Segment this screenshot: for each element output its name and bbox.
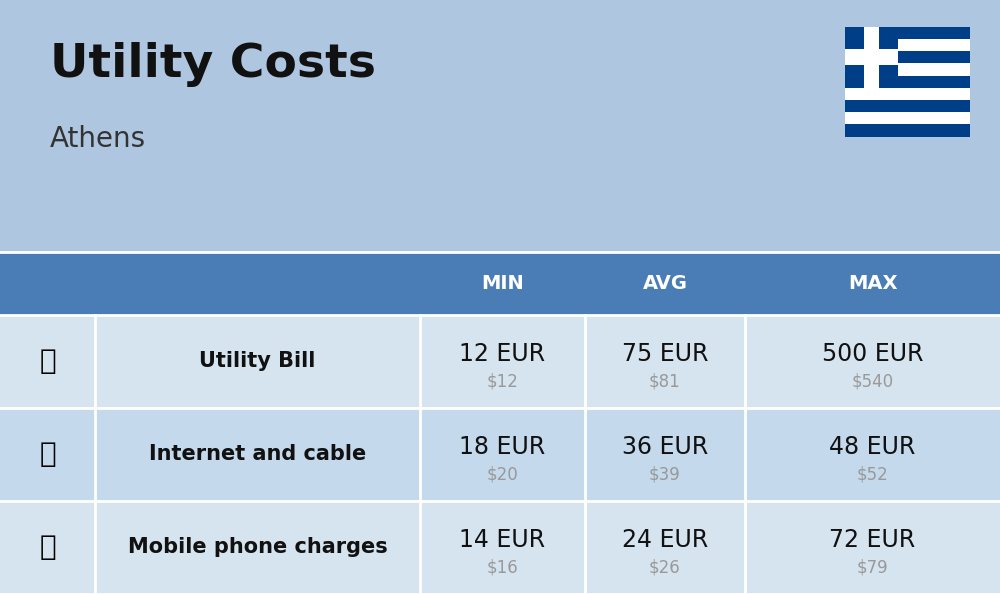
Bar	[0, 252, 1000, 315]
Text: $81: $81	[649, 373, 681, 391]
Text: $16: $16	[487, 559, 518, 577]
Text: 24 EUR: 24 EUR	[622, 528, 708, 552]
Text: $26: $26	[649, 559, 681, 577]
Text: $20: $20	[487, 466, 518, 484]
Text: $39: $39	[649, 466, 681, 484]
Bar	[845, 100, 970, 112]
Bar	[0, 501, 1000, 594]
Bar	[845, 51, 970, 64]
Text: 📱: 📱	[39, 533, 56, 561]
Text: Athens: Athens	[50, 125, 146, 153]
Text: 36 EUR: 36 EUR	[622, 435, 708, 459]
Text: 12 EUR: 12 EUR	[459, 342, 546, 366]
Bar	[845, 27, 970, 39]
Text: MIN: MIN	[481, 274, 524, 293]
Bar	[845, 112, 970, 124]
Bar	[845, 49, 898, 65]
Text: 48 EUR: 48 EUR	[829, 435, 916, 459]
Text: Utility Bill: Utility Bill	[199, 351, 316, 371]
Text: 📡: 📡	[39, 440, 56, 469]
Text: MAX: MAX	[848, 274, 897, 293]
Bar	[0, 315, 1000, 408]
Text: Internet and cable: Internet and cable	[149, 444, 366, 465]
Bar	[864, 27, 879, 88]
Bar	[845, 27, 898, 88]
Bar	[845, 75, 970, 88]
Text: $79: $79	[857, 559, 888, 577]
Text: Mobile phone charges: Mobile phone charges	[128, 538, 387, 558]
Bar	[845, 88, 970, 100]
Text: 14 EUR: 14 EUR	[459, 528, 546, 552]
Text: 500 EUR: 500 EUR	[822, 342, 923, 366]
Text: $12: $12	[487, 373, 518, 391]
Text: Utility Costs: Utility Costs	[50, 42, 376, 87]
Text: 72 EUR: 72 EUR	[829, 528, 916, 552]
Text: $52: $52	[857, 466, 888, 484]
Bar	[845, 64, 970, 75]
Text: 75 EUR: 75 EUR	[622, 342, 708, 366]
Text: $540: $540	[851, 373, 894, 391]
Bar	[845, 39, 970, 51]
Bar	[845, 124, 970, 137]
Text: 18 EUR: 18 EUR	[459, 435, 546, 459]
Bar	[0, 408, 1000, 501]
Text: AVG: AVG	[642, 274, 688, 293]
Text: 🔌: 🔌	[39, 347, 56, 375]
